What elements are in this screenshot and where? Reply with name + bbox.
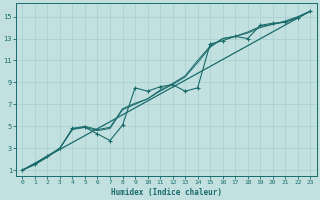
- X-axis label: Humidex (Indice chaleur): Humidex (Indice chaleur): [111, 188, 222, 197]
